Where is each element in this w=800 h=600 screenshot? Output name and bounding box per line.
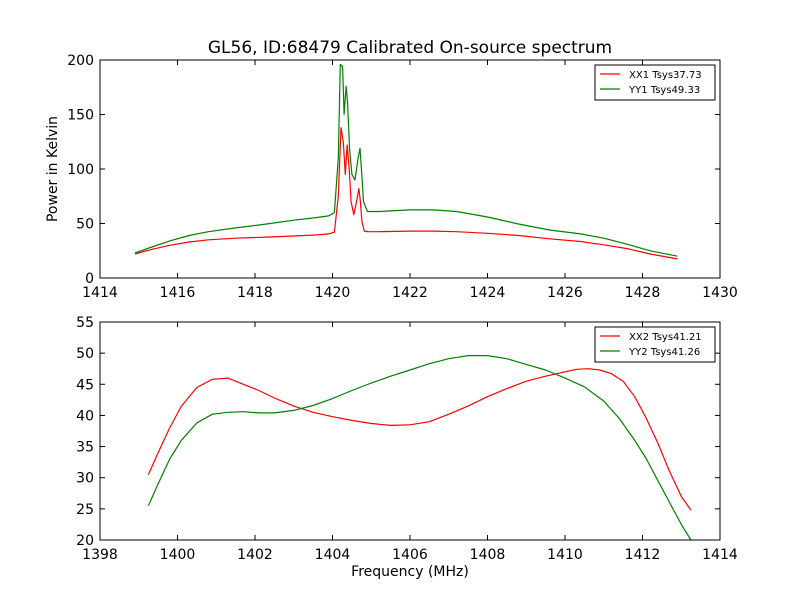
y-tick-label: 100	[67, 162, 94, 178]
x-tick-label: 1430	[702, 285, 738, 301]
legend-entry: XX1 Tsys37.73	[629, 70, 702, 81]
y-tick-label: 150	[67, 108, 94, 124]
x-tick-label: 1422	[392, 285, 428, 301]
x-tick-label: 1402	[237, 547, 273, 563]
x-tick-label: 1412	[625, 547, 661, 563]
legend-entry: YY2 Tsys41.26	[628, 347, 700, 358]
x-tick-label: 1400	[160, 547, 196, 563]
y-tick-label: 50	[76, 217, 94, 233]
legend-entry: XX2 Tsys41.21	[629, 332, 702, 343]
x-tick-label: 1414	[82, 285, 118, 301]
y-tick-label: 200	[67, 53, 94, 69]
y-tick-label: 40	[76, 408, 94, 424]
x-tick-label: 1404	[315, 547, 351, 563]
y-tick-label: 20	[76, 533, 94, 549]
x-tick-label: 1406	[392, 547, 428, 563]
legend: XX2 Tsys41.21 YY2 Tsys41.26	[594, 326, 716, 363]
x-tick-label: 1418	[237, 285, 273, 301]
series-line-xx2	[147, 368, 692, 511]
bottom-plot: 1398 1400 1402 1404 1406 1408 1410 1412 1414 20 25…	[76, 315, 738, 563]
x-tick-label: 1414	[702, 547, 738, 563]
top-plot: 1414 1416 1418 1420 1422 1424 1426 1428 1430 0 50 1…	[45, 53, 738, 301]
y-tick-label: 0	[85, 271, 94, 287]
y-axis-label: Power in Kelvin	[45, 116, 61, 222]
x-tick-label: 1410	[547, 547, 583, 563]
chart-title: GL56, ID:68479 Calibrated On-source spec…	[208, 38, 612, 58]
series-line-yy2	[147, 355, 692, 540]
y-tick-label: 35	[76, 440, 94, 456]
series-line-yy1	[134, 63, 678, 257]
y-tick-label: 30	[76, 471, 94, 487]
x-axis-label: Frequency (MHz)	[351, 564, 469, 580]
x-tick-label: 1424	[470, 285, 506, 301]
legend: XX1 Tsys37.73 YY1 Tsys49.33	[594, 64, 716, 101]
series-line-xx1	[134, 127, 678, 260]
x-tick-label: 1426	[547, 285, 583, 301]
legend-box	[594, 64, 716, 101]
x-tick-label: 1408	[470, 547, 506, 563]
x-tick-label: 1398	[82, 547, 118, 563]
x-tick-label: 1428	[625, 285, 661, 301]
x-tick-label: 1420	[315, 285, 351, 301]
legend-box	[594, 326, 716, 363]
legend-entry: YY1 Tsys49.33	[628, 85, 700, 96]
y-tick-label: 50	[76, 346, 94, 362]
x-tick-label: 1416	[160, 285, 196, 301]
y-tick-label: 45	[76, 377, 94, 393]
y-tick-label: 55	[76, 315, 94, 331]
y-tick-label: 25	[76, 502, 94, 518]
